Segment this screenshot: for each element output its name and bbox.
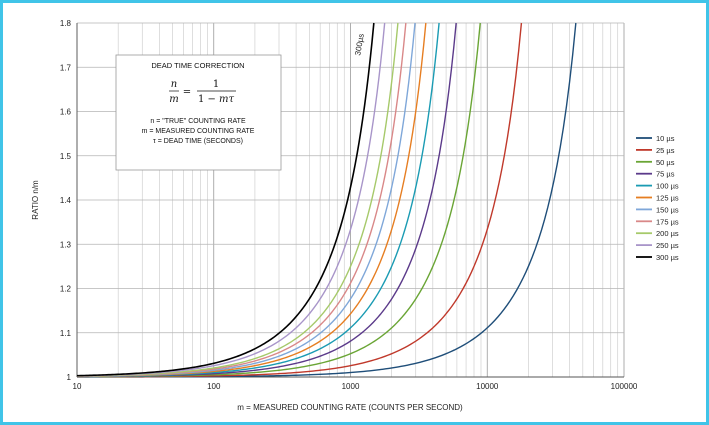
y-tick-label: 1.7 [60,63,72,72]
y-tick-label: 1.5 [60,152,72,161]
box-line-n: n = "TRUE" COUNTING RATE [150,118,246,125]
legend-label: 150 µs [656,205,679,214]
legend-label: 200 µs [656,229,679,238]
svg-text:=: = [183,87,191,98]
legend-label: 125 µs [656,194,679,203]
y-tick-label: 1.6 [60,108,72,117]
series-line-11 [76,22,375,377]
legend-label: 25 µs [656,146,675,155]
legend-label: 250 µs [656,241,679,250]
box-line-tau: τ = DEAD TIME (SECONDS) [153,138,243,145]
x-tick-label: 10 [73,382,82,391]
dead-time-correction-box: DEAD TIME CORRECTION n m = 1 1 − mτ n = … [115,54,282,171]
series-lines [76,22,577,378]
y-tick-label: 1 [67,373,72,382]
x-axis-label: m = MEASURED COUNTING RATE (COUNTS PER S… [237,403,463,412]
svg-text:1: 1 [213,79,219,90]
legend-label: 75 µs [656,170,675,179]
box-title: DEAD TIME CORRECTION [151,61,244,70]
x-tick-label: 100000 [611,382,638,391]
x-tick-label: 100 [207,382,221,391]
formula: n m = 1 1 − mτ [169,79,236,105]
legend-label: 175 µs [656,217,679,226]
y-tick-label: 1.2 [60,285,72,294]
svg-text:m: m [169,94,178,105]
curve-label-300us: 300µs [353,33,366,56]
y-tick-label: 1.3 [60,240,72,249]
y-tick-label: 1.4 [60,196,72,205]
legend-label: 10 µs [656,134,675,143]
legend-label: 300 µs [656,253,679,262]
legend: 10 µs 25 µs 50 µs 75 µs 100 µs 125 µs 150 µs 17… [636,134,679,262]
legend-label: 50 µs [656,158,675,167]
x-tick-label: 10000 [476,382,499,391]
svg-text:1 − mτ: 1 − mτ [198,94,235,105]
y-tick-label: 1.1 [60,329,72,338]
box-line-m: m = MEASURED COUNTING RATE [142,128,255,135]
x-tick-label: 1000 [342,382,360,391]
legend-label: 100 µs [656,182,679,191]
y-axis-label: RATIO n/m [31,180,40,220]
dead-time-chart: 10 100 1000 10000 100000 1 1.1 1.2 1.3 1.4 1.5 1.6 1… [31,19,679,412]
svg-text:n: n [171,79,177,90]
y-tick-label: 1.8 [60,19,72,28]
